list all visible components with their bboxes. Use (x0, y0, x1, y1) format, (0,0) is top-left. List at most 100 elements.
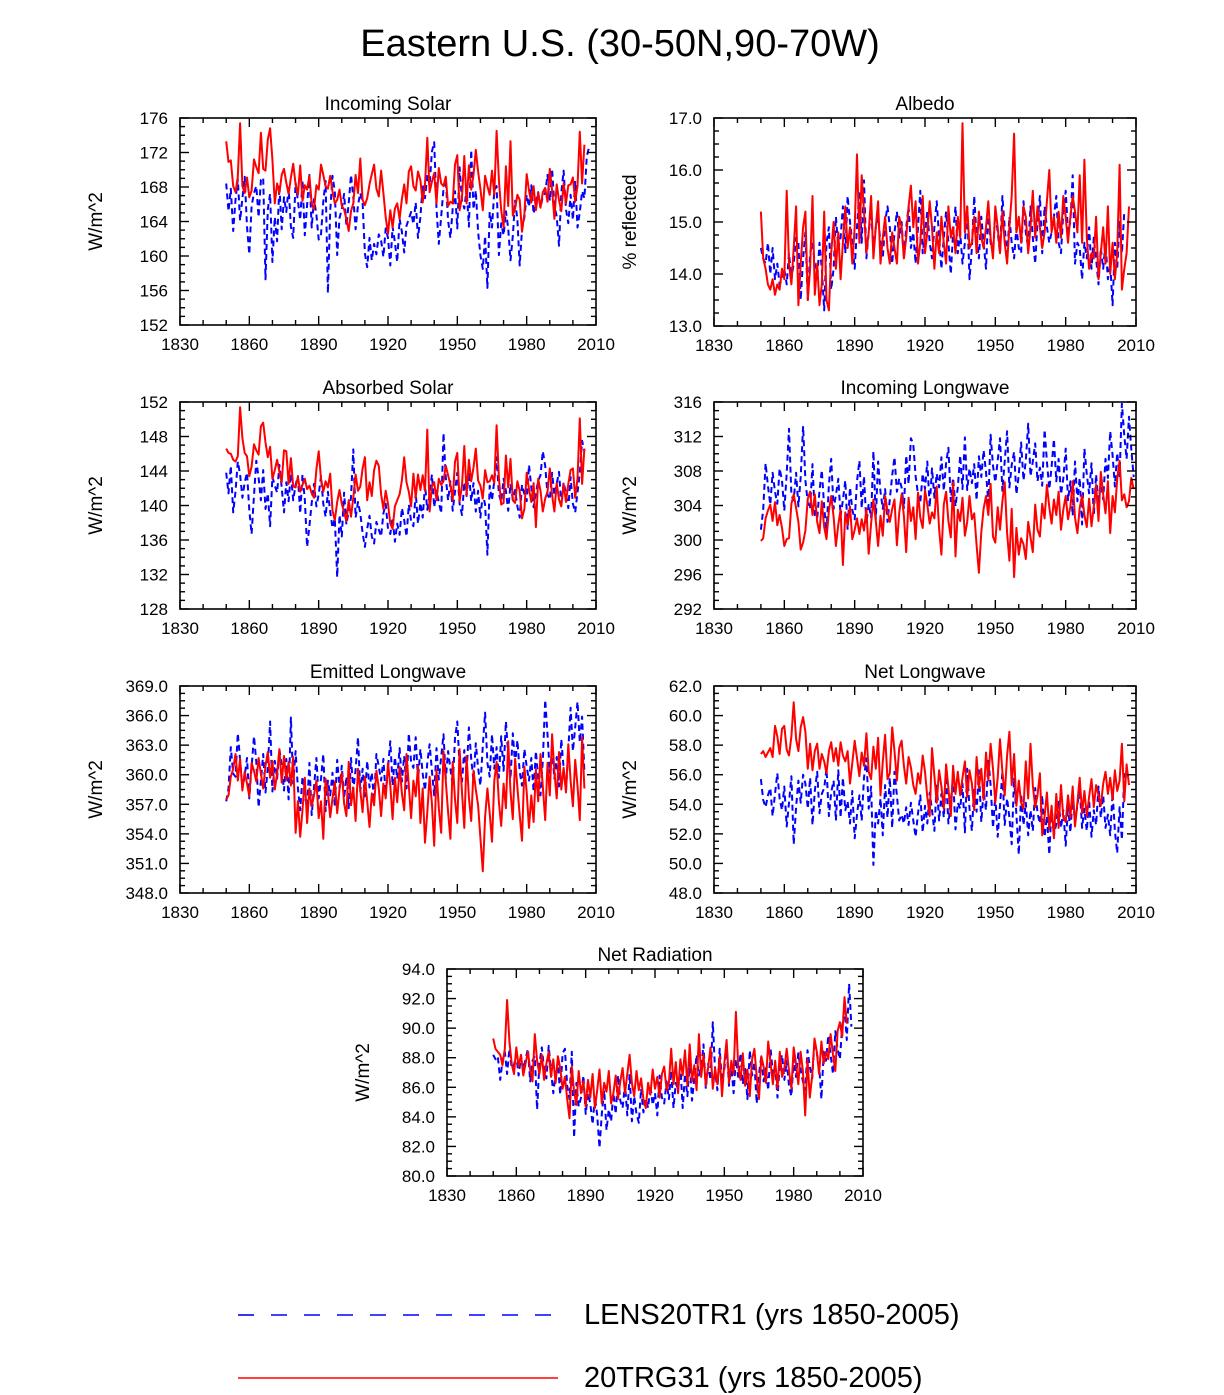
x-tick-label: 2010 (1117, 903, 1155, 922)
y-tick-label: 48.0 (669, 884, 702, 903)
y-axis-label: W/m^2 (86, 192, 107, 251)
y-tick-label: 300 (674, 531, 702, 550)
legend-label-20trg31: 20TRG31 (yrs 1850-2005) (584, 1362, 923, 1394)
x-tick-label: 1920 (906, 903, 944, 922)
x-tick-label: 1860 (230, 903, 268, 922)
y-tick-label: 357.0 (125, 795, 168, 814)
series-line-lens20tr1 (225, 698, 586, 817)
x-tick-label: 2010 (1117, 336, 1155, 355)
panel-title: Net Radiation (597, 945, 712, 966)
y-tick-label: 82.0 (402, 1137, 435, 1156)
legend-item-20trg31: 20TRG31 (yrs 1850-2005) (238, 1362, 923, 1394)
x-tick-label: 1920 (369, 335, 407, 354)
legend-label-lens20tr1: LENS20TR1 (yrs 1850-2005) (584, 1299, 960, 1331)
y-tick-label: 60.0 (669, 707, 702, 726)
y-tick-label: 348.0 (125, 884, 168, 903)
x-tick-label: 1890 (836, 336, 874, 355)
x-tick-label: 1830 (161, 335, 199, 354)
y-tick-label: 164 (140, 213, 168, 232)
x-tick-label: 1980 (1047, 619, 1085, 638)
x-tick-label: 1980 (508, 619, 546, 638)
x-tick-label: 1860 (765, 336, 803, 355)
y-tick-label: 160 (140, 247, 168, 266)
series-line-20trg31 (760, 459, 1135, 579)
x-tick-label: 1950 (705, 1186, 743, 1205)
y-tick-label: 312 (674, 428, 702, 447)
y-tick-label: 152 (140, 393, 168, 412)
series-line-20trg31 (759, 122, 1130, 312)
series-line-20trg31 (760, 701, 1130, 840)
y-tick-label: 296 (674, 566, 702, 585)
y-tick-label: 363.0 (125, 736, 168, 755)
y-tick-label: 52.0 (669, 825, 702, 844)
y-tick-label: 292 (674, 600, 702, 619)
x-tick-label: 1920 (906, 336, 944, 355)
y-tick-label: 54.0 (669, 795, 702, 814)
y-tick-label: 80.0 (402, 1167, 435, 1186)
y-tick-label: 15.0 (669, 213, 702, 232)
y-tick-label: 316 (674, 393, 702, 412)
x-tick-label: 1890 (300, 619, 338, 638)
panel-title: Albedo (895, 94, 954, 115)
panel-incoming-longwave: Incoming Longwave W/m^2 1830 1860 1890 1920 19… (620, 378, 1155, 638)
panel-title: Absorbed Solar (323, 378, 455, 399)
y-tick-label: 86.0 (402, 1078, 435, 1097)
y-tick-label: 56.0 (669, 766, 702, 785)
x-tick-label: 1860 (497, 1186, 535, 1205)
x-tick-label: 2010 (1117, 619, 1155, 638)
series-line-lens20tr1 (225, 432, 586, 579)
y-tick-label: 88.0 (402, 1049, 435, 1068)
legend: LENS20TR1 (yrs 1850-2005) 20TRG31 (yrs 1… (238, 1299, 960, 1394)
x-tick-label: 1830 (428, 1186, 466, 1205)
y-tick-label: 140 (140, 497, 168, 516)
x-tick-label: 1890 (300, 335, 338, 354)
x-tick-label: 1950 (976, 619, 1014, 638)
y-tick-label: 136 (140, 531, 168, 550)
panel-albedo: Albedo % reflected 1830 1860 1890 1920 1950 198… (620, 94, 1155, 355)
x-tick-label: 1950 (976, 903, 1014, 922)
x-tick-label: 1950 (976, 336, 1014, 355)
y-tick-label: 50.0 (669, 854, 702, 873)
y-tick-label: 156 (140, 282, 168, 301)
panel-net-radiation: Net Radiation W/m^2 1830 1860 1890 1920 1950 19… (353, 945, 882, 1205)
x-tick-label: 1950 (438, 619, 476, 638)
panel-title: Net Longwave (864, 662, 985, 683)
panel-incoming-solar: Incoming Solar W/m^2 1830 1860 1890 1920 1950 1… (86, 94, 615, 354)
y-axis-label: W/m^2 (620, 476, 641, 535)
y-tick-label: 369.0 (125, 677, 168, 696)
plot-frame (713, 117, 1137, 327)
y-tick-label: 148 (140, 428, 168, 447)
panel-absorbed-solar: Absorbed Solar W/m^2 1830 1860 1890 1920 1950 1… (86, 378, 615, 638)
x-tick-label: 1980 (1047, 903, 1085, 922)
y-tick-label: 360.0 (125, 766, 168, 785)
y-tick-label: 308 (674, 462, 702, 481)
x-tick-label: 2010 (577, 903, 615, 922)
series-line-lens20tr1 (225, 141, 591, 295)
panels: Incoming Solar W/m^2 1830 1860 1890 1920 1950 1… (86, 94, 1155, 1205)
x-tick-label: 2010 (844, 1186, 882, 1205)
series-line-20trg31 (492, 996, 848, 1120)
y-tick-label: 14.0 (669, 265, 702, 284)
y-tick-label: 168 (140, 178, 168, 197)
x-tick-label: 1980 (508, 335, 546, 354)
y-tick-label: 62.0 (669, 677, 702, 696)
x-tick-label: 1980 (775, 1186, 813, 1205)
y-tick-label: 16.0 (669, 161, 702, 180)
y-tick-label: 58.0 (669, 736, 702, 755)
y-tick-label: 90.0 (402, 1019, 435, 1038)
y-axis-label: W/m^2 (353, 1043, 374, 1102)
x-tick-label: 1860 (765, 619, 803, 638)
y-tick-label: 92.0 (402, 990, 435, 1009)
series-line-lens20tr1 (759, 174, 1126, 312)
panel-title: Incoming Solar (325, 94, 452, 115)
y-tick-label: 152 (140, 316, 168, 335)
x-tick-label: 1920 (369, 619, 407, 638)
panel-emitted-longwave: Emitted Longwave W/m^2 1830 1860 1890 1920 195… (86, 662, 615, 922)
x-tick-label: 1950 (438, 903, 476, 922)
plot-frame (179, 117, 597, 326)
y-tick-label: 172 (140, 144, 168, 163)
x-tick-label: 1830 (695, 903, 733, 922)
x-tick-label: 1980 (508, 903, 546, 922)
y-tick-label: 304 (674, 497, 702, 516)
